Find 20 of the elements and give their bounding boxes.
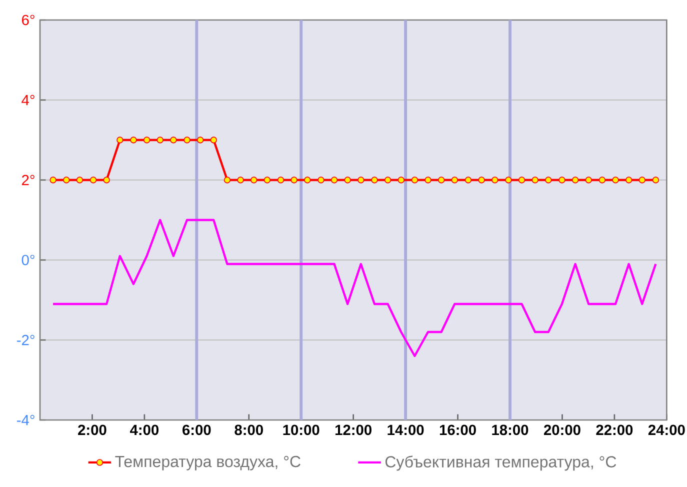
x-tick-label: 16:00: [440, 424, 476, 436]
y-tick-label: -4°: [17, 414, 34, 426]
x-tick-label: 12:00: [336, 424, 372, 436]
x-tick-label: 6:00: [182, 424, 211, 436]
y-tick-label: 2°: [22, 174, 34, 186]
x-tick-label: 2:00: [78, 424, 106, 436]
y-tick-label: 6°: [22, 14, 34, 26]
x-tick-label: 24:00: [648, 424, 685, 436]
x-tick-label: 4:00: [130, 424, 159, 436]
x-tick-label: 14:00: [388, 424, 424, 436]
x-tick-label: 18:00: [492, 424, 528, 436]
y-tick-label: 4°: [22, 94, 34, 106]
x-tick-label: 20:00: [544, 424, 580, 436]
x-tick-label: 22:00: [596, 424, 633, 436]
y-tick-label: -2°: [17, 334, 34, 346]
legend-label: Субъективная температура, °C: [385, 456, 616, 471]
x-tick-label: 10:00: [283, 424, 320, 436]
legend-label: Температура воздуха, °C: [115, 456, 300, 470]
y-tick-label: 0°: [22, 254, 34, 266]
x-tick-label: 8:00: [234, 424, 263, 436]
